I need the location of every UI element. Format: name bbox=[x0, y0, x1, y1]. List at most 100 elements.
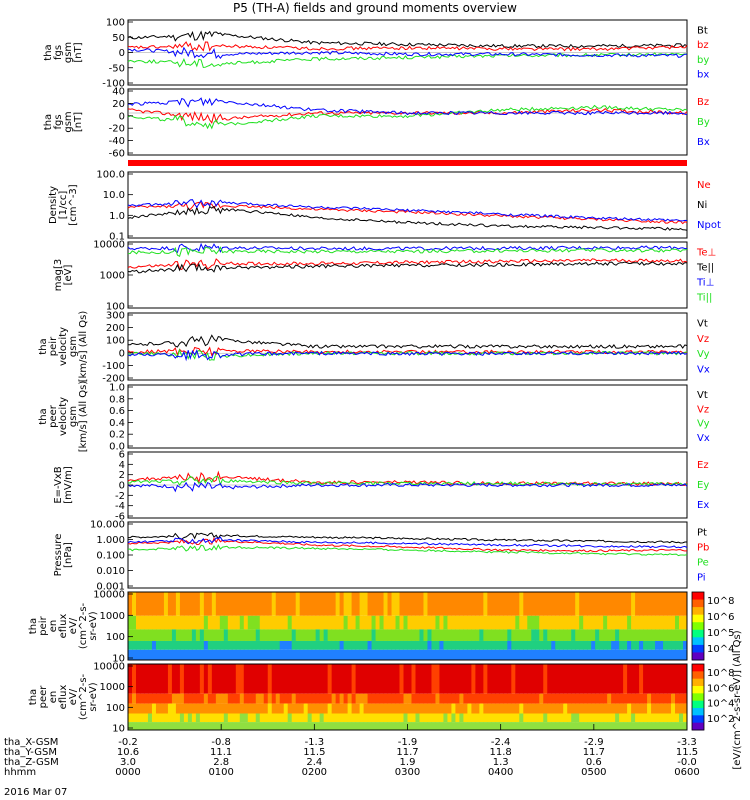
legend-vx: Vx bbox=[697, 364, 710, 375]
y-axis-label: gsm bbox=[63, 42, 74, 63]
y-axis-label: en bbox=[48, 620, 59, 633]
x-axis-value: 1.9 bbox=[400, 757, 416, 768]
panel-frame bbox=[127, 171, 688, 239]
y-axis-label: peir bbox=[48, 336, 59, 356]
panel-temp: Te⊥ Te|| Ti⊥ Ti|| 10000 1000 100 mag[3 [eV] bbox=[53, 240, 716, 313]
series-vt-line bbox=[128, 334, 688, 349]
legend-te: Te⊥ bbox=[696, 248, 716, 259]
colorbar-label: [eV/(cm^2-s-sr-eV)] (All Qs) bbox=[732, 630, 743, 769]
x-axis-value: 11.7 bbox=[583, 747, 605, 758]
x-axis-value: 0.6 bbox=[586, 757, 602, 768]
x-axis-value: 11.1 bbox=[210, 747, 232, 758]
y-tick-label: 0.8 bbox=[109, 394, 125, 405]
y-tick-label: 0 bbox=[119, 481, 125, 492]
legend-vt: Vt bbox=[697, 319, 708, 330]
legend-ez: Ez bbox=[697, 460, 709, 471]
series-bx-line bbox=[127, 46, 687, 60]
series-te-line bbox=[127, 261, 688, 274]
quality-flag-bar bbox=[128, 160, 687, 166]
y-tick-label: 1000 bbox=[100, 682, 125, 693]
y-tick-label: 6 bbox=[119, 450, 125, 461]
x-axis-row-label: hhmm bbox=[4, 767, 36, 778]
legend-ni: Ni bbox=[697, 200, 707, 211]
y-axis-label: peer bbox=[38, 685, 49, 709]
colorbar-tick: 10^4 bbox=[707, 644, 734, 655]
x-axis-row-label: tha_X-GSM bbox=[4, 737, 58, 748]
legend-pt: Pt bbox=[697, 528, 707, 539]
y-axis-label: [1/cc] bbox=[58, 191, 69, 220]
y-tick-label: 0.6 bbox=[109, 406, 125, 417]
legend-vz: Vz bbox=[697, 404, 709, 415]
y-tick-label: 0.010 bbox=[96, 566, 125, 577]
y-tick-label: 100 bbox=[106, 703, 125, 714]
y-tick-label: 1000 bbox=[100, 271, 125, 282]
y-axis-label: fgs bbox=[53, 45, 64, 60]
colorbar-spec_i: 10^8 10^6 10^5 10^4 bbox=[691, 591, 734, 661]
x-axis-value: 1.3 bbox=[493, 757, 509, 768]
x-axis-value: -2.4 bbox=[491, 737, 511, 748]
series-npot-line bbox=[127, 199, 688, 222]
y-axis-label: tha bbox=[38, 338, 49, 354]
colorbar-tick: 10^4 bbox=[707, 699, 734, 710]
y-tick-label: 1.000 bbox=[96, 535, 125, 546]
y-axis-label: [mV/m] bbox=[63, 466, 74, 504]
x-axis-value: 2.4 bbox=[306, 757, 322, 768]
y-axis-label: [nT] bbox=[73, 112, 84, 132]
y-tick-label: -100 bbox=[102, 361, 125, 372]
y-axis-label: tha bbox=[38, 408, 49, 424]
y-tick-label: -6 bbox=[115, 512, 125, 523]
colorbar-tick: 10^8 bbox=[707, 596, 734, 607]
y-axis-label: [cm^-3] bbox=[68, 184, 79, 225]
legend-temp: Te⊥ Te|| Ti⊥ Ti|| bbox=[696, 248, 716, 304]
y-axis-label: tha bbox=[43, 44, 54, 60]
y-axis-label: fgs bbox=[53, 114, 64, 129]
x-axis-row-label: tha_Z-GSM bbox=[4, 757, 59, 768]
x-axis-value: 0000 bbox=[115, 767, 140, 778]
x-axis-value: -1.9 bbox=[398, 737, 418, 748]
x-axis-value: 0600 bbox=[674, 767, 699, 778]
y-axis-label: velocity bbox=[58, 327, 69, 366]
y-tick-label: -2 bbox=[115, 491, 125, 502]
y-tick-label: 0 bbox=[119, 111, 125, 122]
y-tick-label: 0.4 bbox=[109, 418, 125, 429]
legend-pe: Pe bbox=[697, 558, 709, 569]
y-tick-label: 20 bbox=[112, 99, 125, 110]
panel-frame bbox=[127, 241, 688, 309]
y-axis-label: en bbox=[48, 691, 59, 704]
x-axis-value: -2.9 bbox=[584, 737, 604, 748]
legend-pb: Pb bbox=[697, 543, 709, 554]
y-tick-label: -60 bbox=[109, 149, 125, 160]
series-bt-line bbox=[127, 30, 688, 49]
y-tick-label: 300 bbox=[106, 311, 125, 322]
legend-bx: bx bbox=[697, 70, 709, 81]
legend-vele: Vt Vz Vy Vx bbox=[697, 390, 710, 444]
y-tick-label: -50 bbox=[109, 63, 125, 74]
y-axis-label: velocity bbox=[58, 397, 69, 436]
series-vz-line bbox=[127, 346, 688, 357]
x-axis-row-label: tha_Y-GSM bbox=[4, 747, 57, 758]
series-te-line bbox=[127, 258, 688, 271]
series-ey-line bbox=[127, 475, 688, 487]
legend-bx: Bx bbox=[697, 137, 710, 148]
y-tick-label: 1.0 bbox=[109, 211, 125, 222]
series-bz-line bbox=[127, 41, 688, 52]
legend-bt: Bt bbox=[697, 25, 708, 36]
x-axis-value: 2.8 bbox=[213, 757, 229, 768]
y-tick-label: 200 bbox=[106, 323, 125, 334]
y-axis-label: eflux bbox=[58, 614, 69, 639]
series-pi-line bbox=[127, 536, 688, 549]
series-vx-line bbox=[127, 349, 688, 362]
y-axis-label: [nPa] bbox=[63, 542, 74, 568]
y-tick-label: 1.0 bbox=[109, 383, 125, 394]
y-axis-label: eflux bbox=[58, 685, 69, 710]
y-axis-label: peer bbox=[48, 404, 59, 428]
series-pe-line bbox=[127, 543, 688, 557]
x-axis-value: 0300 bbox=[395, 767, 420, 778]
y-tick-label: 10000 bbox=[93, 662, 125, 673]
panel-pressure: Pt Pb Pe Pi 10.000 1.000 0.100 0.010 0.001 Pressu… bbox=[53, 520, 709, 593]
y-axis-label: E=-VxB bbox=[53, 466, 64, 503]
colorbar-tick: 10^8 bbox=[707, 668, 734, 679]
legend-vx: Vx bbox=[697, 433, 710, 444]
